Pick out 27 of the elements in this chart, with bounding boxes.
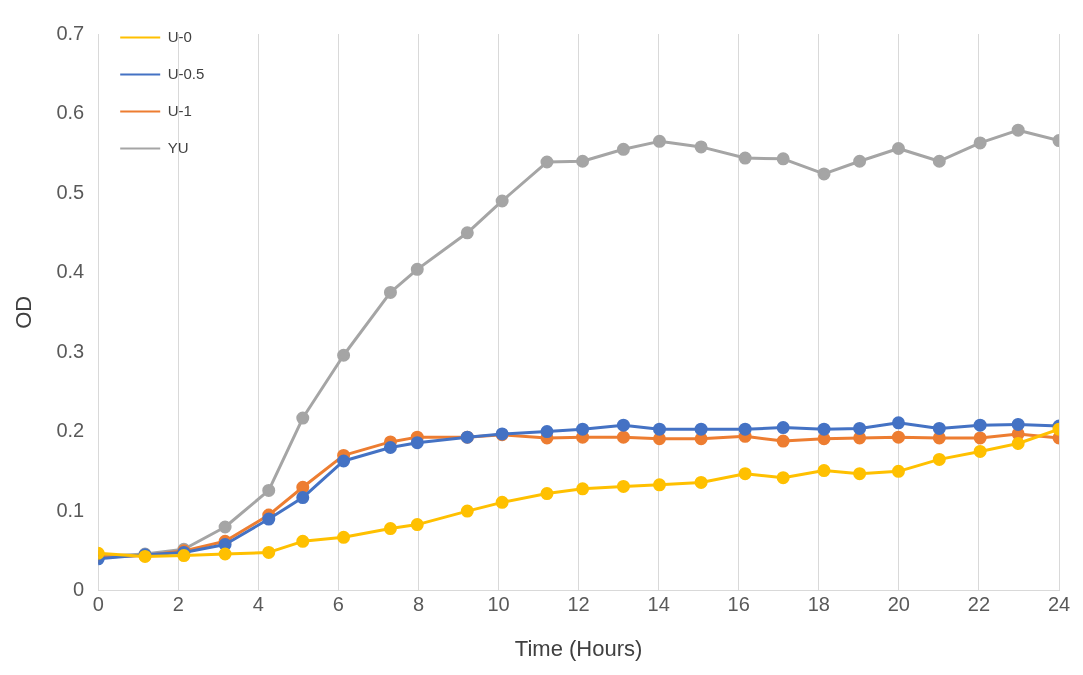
x-tick-label: 4 — [252, 593, 264, 616]
x-tick-label: 0 — [92, 593, 104, 616]
legend-label: YU — [167, 138, 189, 156]
x-tick-label: 14 — [647, 593, 670, 616]
y-tick-label: 0.5 — [56, 180, 85, 203]
legend-label: U-0.5 — [167, 64, 205, 82]
x-tick-label: 22 — [967, 593, 991, 616]
y-tick-label: 0.6 — [56, 101, 85, 124]
y-axis-title: OD — [11, 295, 37, 329]
x-tick-label: 16 — [727, 593, 750, 616]
legend-label: U-0 — [167, 27, 192, 45]
x-tick-label: 24 — [1047, 593, 1071, 616]
y-tick-label: 0.4 — [56, 260, 85, 283]
x-tick-label: 20 — [887, 593, 910, 616]
y-tick-label: 0.2 — [56, 419, 85, 442]
y-tick-label: 0.1 — [56, 498, 85, 521]
y-tick-label: 0 — [73, 578, 85, 601]
x-tick-label: 12 — [567, 593, 590, 616]
x-tick-label: 6 — [332, 593, 344, 616]
x-axis-title: Time (Hours) — [514, 635, 643, 661]
y-tick-label: 0.7 — [56, 21, 85, 44]
x-tick-label: 2 — [172, 593, 184, 616]
x-tick-label: 18 — [807, 593, 830, 616]
legend-label: U-1 — [167, 101, 192, 119]
x-tick-label: 10 — [487, 593, 510, 616]
x-tick-label: 8 — [412, 593, 425, 616]
y-tick-label: 0.3 — [56, 339, 85, 362]
